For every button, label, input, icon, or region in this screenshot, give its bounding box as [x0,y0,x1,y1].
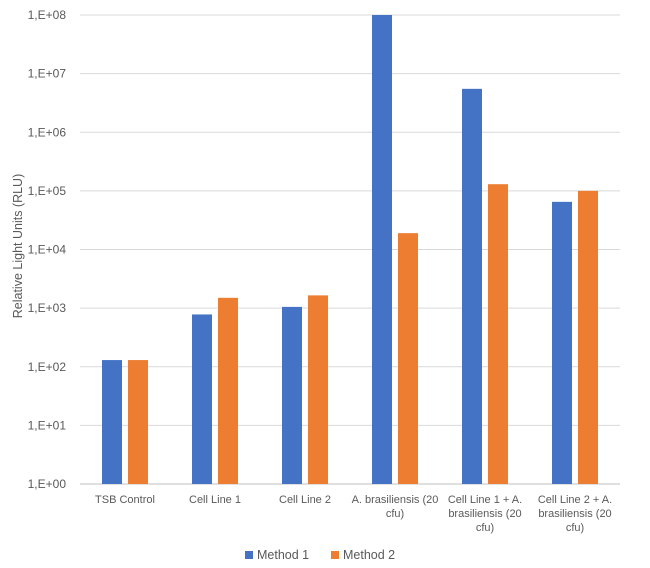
x-category-label: A. brasiliensis (20 [352,494,439,506]
y-axis-ticks: 1,E+00 1,E+01 1,E+02 1,E+03 1,E+04 1,E+05 1,E+… [28,8,67,491]
y-tick-label: 1,E+04 [28,243,67,257]
legend-swatch [331,551,339,559]
y-tick-label: 1,E+01 [28,418,67,432]
x-category-label: Cell Line 2 + A. [538,494,612,506]
y-tick-label: 1,E+08 [28,8,67,22]
x-category-label: cfu) [566,522,584,534]
bar-method-1 [462,88,482,484]
x-category-label: brasiliensis (20 [448,508,521,520]
y-tick-label: 1,E+07 [28,67,67,81]
bar-method-1 [552,201,572,484]
y-tick-label: 1,E+05 [28,184,67,198]
y-tick-label: 1,E+06 [28,125,67,139]
legend: Method 1 Method 2 [245,548,395,562]
x-category-label: brasiliensis (20 [538,508,611,520]
y-tick-label: 1,E+00 [28,477,67,491]
legend-label: Method 2 [343,548,395,562]
bar-method-2 [488,184,508,484]
bar-method-2 [398,233,418,484]
bar-method-2 [578,190,598,484]
x-category-label: Cell Line 1 + A. [448,494,522,506]
bar-method-2 [128,360,148,484]
x-category-label: cfu) [386,508,404,520]
gridlines [80,14,620,485]
bar-method-1 [282,306,302,484]
y-axis-title: Relative Light Units (RLU) [11,174,25,319]
bars [102,15,598,484]
y-tick-label: 1,E+03 [28,301,67,315]
x-category-label: cfu) [476,522,494,534]
bar-method-1 [102,360,122,484]
bar-method-2 [308,295,328,484]
x-category-label: Cell Line 1 [189,494,241,506]
legend-swatch [245,551,253,559]
bar-method-1 [372,15,392,484]
x-category-label: Cell Line 2 [279,494,331,506]
legend-label: Method 1 [257,548,309,562]
bar-method-2 [218,297,238,484]
y-tick-label: 1,E+02 [28,360,67,374]
x-axis-labels: TSB Control Cell Line 1 Cell Line 2 A. bras… [95,494,612,534]
x-category-label: TSB Control [95,494,155,506]
bar-method-1 [192,314,212,484]
